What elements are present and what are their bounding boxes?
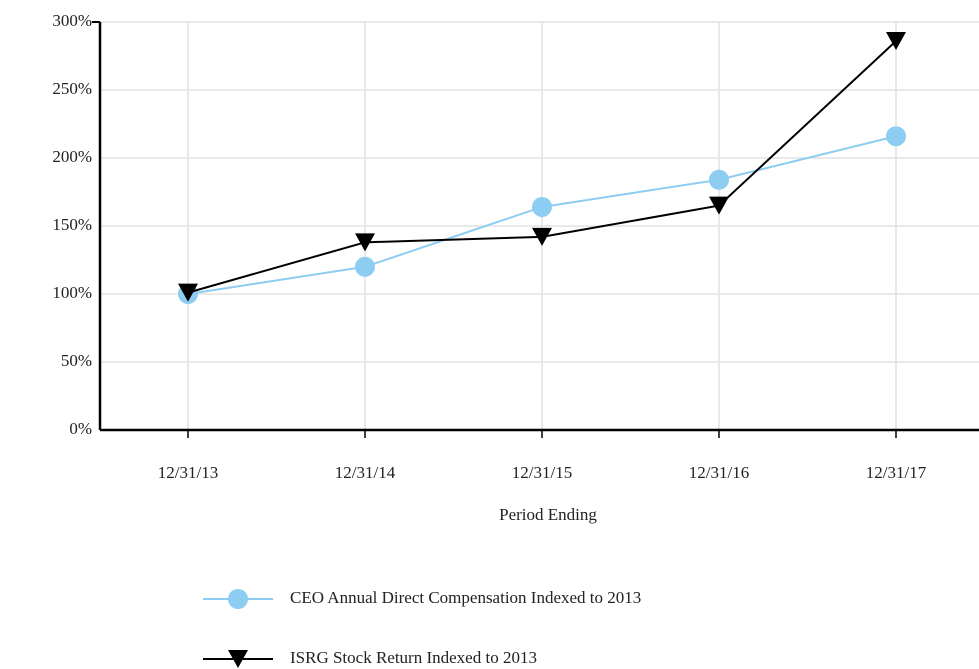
legend-label: CEO Annual Direct Compensation Indexed t…: [290, 588, 641, 607]
x-tick-label: 12/31/13: [158, 463, 218, 482]
data-point: [886, 32, 906, 51]
data-point: [532, 196, 552, 217]
legend-marker: [228, 650, 248, 668]
x-tick-label: 12/31/17: [866, 463, 927, 482]
y-tick-label: 300%: [52, 11, 92, 30]
data-point: [178, 283, 198, 302]
data-point: [709, 196, 729, 215]
legend-label: ISRG Stock Return Indexed to 2013: [290, 648, 537, 667]
y-tick-label: 150%: [52, 215, 92, 234]
x-tick-label: 12/31/14: [335, 463, 396, 482]
x-tick-label: 12/31/16: [689, 463, 749, 482]
data-point: [355, 256, 375, 277]
y-tick-label: 250%: [52, 79, 92, 98]
y-tick-label: 0%: [69, 419, 92, 438]
y-tick-label: 50%: [61, 351, 92, 370]
data-point: [355, 233, 375, 252]
x-tick-label: 12/31/15: [512, 463, 572, 482]
y-tick-label: 100%: [52, 283, 92, 302]
legend-marker: [228, 589, 248, 609]
data-point: [532, 227, 552, 246]
x-axis-label: Period Ending: [499, 505, 597, 524]
data-point: [709, 169, 729, 190]
data-point: [886, 126, 906, 147]
y-tick-label: 200%: [52, 147, 92, 166]
